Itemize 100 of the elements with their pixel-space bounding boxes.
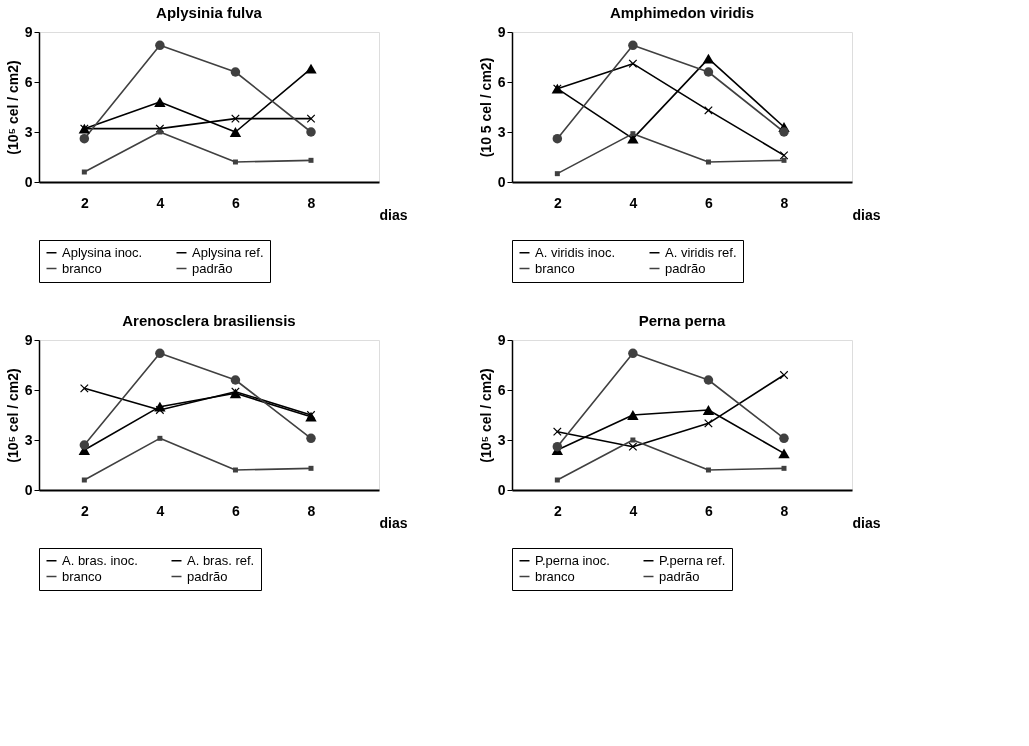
point xyxy=(779,127,789,137)
legend-label: padrão xyxy=(659,568,700,584)
y-axis-title: (10⁵ cel / cm2) xyxy=(4,60,21,155)
point xyxy=(554,171,560,177)
point xyxy=(705,467,711,473)
x-tick-label: 2 xyxy=(553,194,562,211)
point xyxy=(630,437,636,443)
x-tick-label: 4 xyxy=(629,502,638,519)
x-axis-title: dias xyxy=(379,514,408,531)
legend-label: padrão xyxy=(187,568,228,584)
y-tick-label: 0 xyxy=(497,481,506,498)
point xyxy=(232,159,238,165)
x-axis-title: dias xyxy=(852,514,881,531)
point xyxy=(157,435,163,441)
legend-label: A. viridis inoc. xyxy=(535,244,616,260)
point xyxy=(308,465,314,471)
x-tick-label: 6 xyxy=(705,502,714,519)
legend-label: A. bras. ref. xyxy=(187,552,255,568)
point xyxy=(702,53,715,64)
y-tick-label: 6 xyxy=(497,381,506,398)
chart-title: Amphimedon viridis xyxy=(609,4,755,21)
x-tick-label: 2 xyxy=(553,502,562,519)
point xyxy=(305,63,317,74)
y-tick-label: 9 xyxy=(497,331,506,348)
x-tick-label: 8 xyxy=(780,194,789,211)
point xyxy=(155,348,165,359)
chart-title: Arenosclera brasiliensis xyxy=(122,312,296,329)
x-tick-label: 6 xyxy=(232,194,241,211)
point xyxy=(229,127,242,137)
legend-label: A. bras. inoc. xyxy=(62,552,138,568)
point xyxy=(306,433,316,444)
point xyxy=(630,131,636,137)
point xyxy=(778,448,790,459)
point xyxy=(781,465,787,471)
point xyxy=(157,129,163,135)
legend-label: padrão xyxy=(192,260,233,276)
y-axis-title: (10 5 cel / cm2) xyxy=(477,57,494,158)
legend-label: Aplysina inoc. xyxy=(62,244,143,260)
point xyxy=(306,114,316,123)
y-tick-label: 3 xyxy=(24,431,33,448)
x-tick-label: 2 xyxy=(80,502,89,519)
legend-label: A. viridis ref. xyxy=(665,244,737,260)
point xyxy=(308,157,314,163)
y-axis-title: (10⁵ cel / cm2) xyxy=(4,368,21,463)
x-tick-label: 6 xyxy=(705,194,714,211)
y-tick-label: 0 xyxy=(24,481,33,498)
legend-label: P.perna inoc. xyxy=(535,552,610,568)
y-tick-label: 9 xyxy=(24,23,33,40)
point xyxy=(154,97,166,107)
point xyxy=(230,375,241,385)
y-tick-label: 9 xyxy=(497,23,506,40)
point xyxy=(703,375,714,385)
point xyxy=(232,467,238,473)
point xyxy=(306,127,316,137)
point xyxy=(628,348,638,359)
y-tick-label: 0 xyxy=(24,173,33,190)
x-tick-label: 4 xyxy=(156,502,165,519)
point xyxy=(779,151,789,160)
y-axis-title: (10⁵ cel / cm2) xyxy=(477,368,494,463)
y-tick-label: 3 xyxy=(24,123,33,140)
y-tick-label: 9 xyxy=(24,331,33,348)
legend-label: branco xyxy=(535,568,575,584)
x-tick-label: 8 xyxy=(307,502,316,519)
chart-title: Aplysinia fulva xyxy=(156,4,263,21)
point xyxy=(628,40,638,51)
point xyxy=(781,157,787,163)
y-tick-label: 3 xyxy=(497,431,506,448)
x-tick-label: 8 xyxy=(307,194,316,211)
y-tick-label: 6 xyxy=(497,73,506,90)
point xyxy=(628,59,638,68)
legend-label: Aplysina ref. xyxy=(192,244,264,260)
legend-label: branco xyxy=(535,260,575,276)
point xyxy=(81,477,87,483)
y-tick-label: 3 xyxy=(497,123,506,140)
point xyxy=(79,440,90,450)
x-tick-label: 2 xyxy=(80,194,89,211)
x-tick-label: 4 xyxy=(629,194,638,211)
point xyxy=(702,405,715,415)
point xyxy=(628,442,638,451)
chart-title: Perna perna xyxy=(638,312,726,329)
point xyxy=(552,133,563,144)
legend-label: padrão xyxy=(665,260,706,276)
x-axis-title: dias xyxy=(852,206,881,223)
point xyxy=(705,159,711,165)
legend-label: branco xyxy=(62,260,102,276)
point xyxy=(627,410,639,420)
point xyxy=(155,40,165,51)
point xyxy=(552,441,563,452)
legend-label: branco xyxy=(62,568,102,584)
x-axis-title: dias xyxy=(379,206,408,223)
point xyxy=(703,67,714,77)
point xyxy=(779,433,789,444)
x-tick-label: 4 xyxy=(156,194,165,211)
y-tick-label: 6 xyxy=(24,73,33,90)
x-tick-label: 6 xyxy=(232,502,241,519)
point xyxy=(81,169,87,175)
point xyxy=(554,477,560,483)
x-tick-label: 8 xyxy=(780,502,789,519)
y-tick-label: 0 xyxy=(497,173,506,190)
point xyxy=(230,67,241,77)
